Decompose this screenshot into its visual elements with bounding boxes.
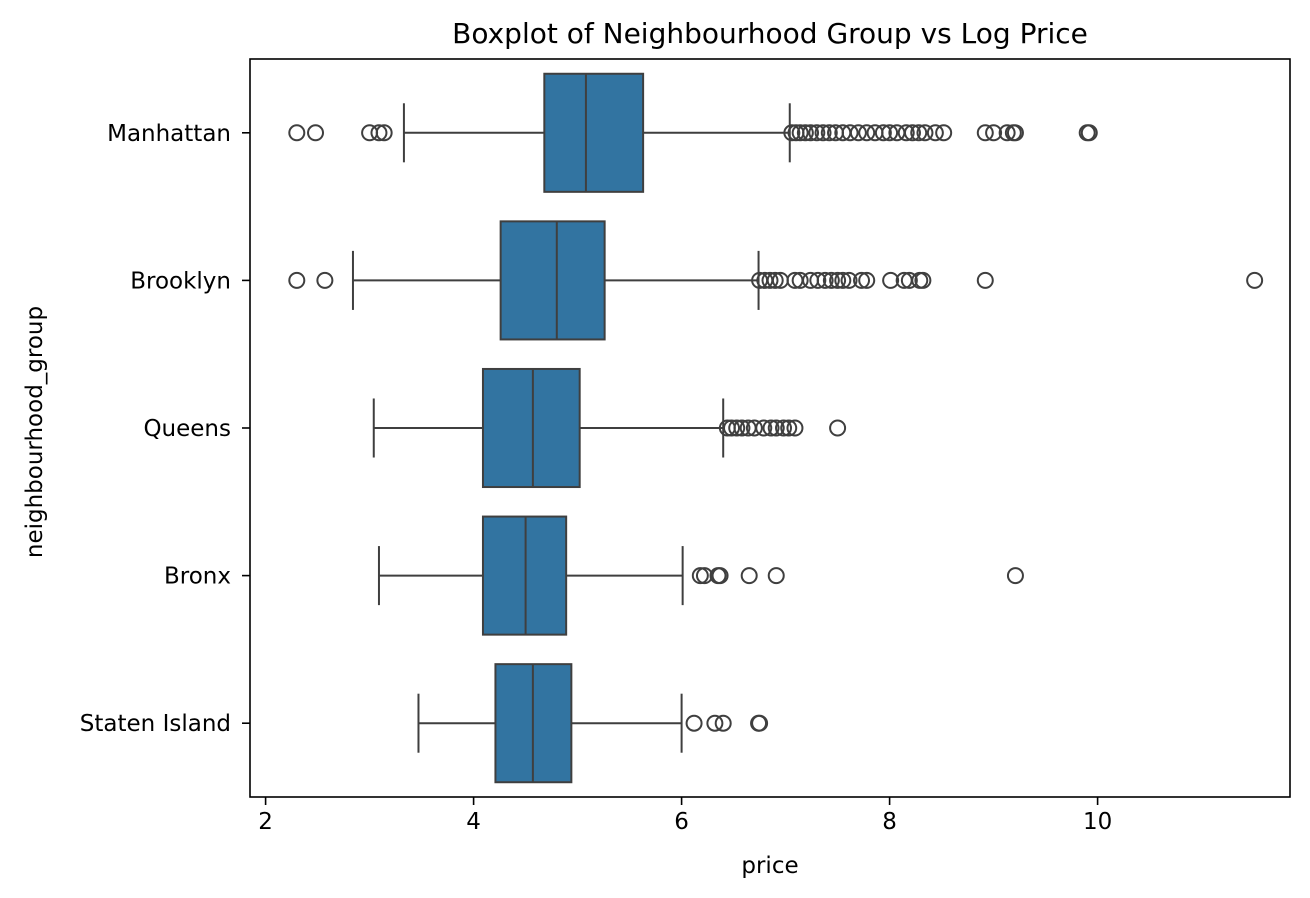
outlier-point [791,124,809,142]
outlier-point [882,271,900,289]
outlier-point [853,271,871,289]
x-tick-label: 4 [466,809,481,835]
box-group [288,220,1264,341]
outlier-point [841,124,859,142]
outlier-point [767,419,785,437]
outlier-point [766,271,784,289]
outlier-point [780,419,798,437]
outlier-point [375,124,393,142]
outlier-point [1080,124,1098,142]
x-axis: 2 4 6 8 10 [258,797,1112,835]
x-axis-label: price [741,853,798,879]
outlier-point [808,124,826,142]
outlier-point [822,271,840,289]
iqr-box [481,367,581,489]
outlier-point [874,124,892,142]
outlier-point [745,419,763,437]
box-group [377,515,1024,636]
outlier-point [751,714,769,732]
iqr-box [481,515,568,636]
outlier-point [307,124,325,142]
outlier-point [914,271,932,289]
outlier-point [714,714,732,732]
outlier-point [926,124,944,142]
outlier-point [775,419,793,437]
outlier-point [728,419,746,437]
outlier-point [976,124,994,142]
y-tick-label: Manhattan [107,121,231,147]
box-group [417,663,769,784]
outlier-point [903,124,921,142]
outlier-point [897,124,915,142]
outlier-point [816,271,834,289]
y-tick-label: Bronx [164,564,231,590]
iqr-box [543,72,645,193]
outlier-point [802,124,820,142]
outlier-point [288,271,306,289]
outlier-point [762,419,780,437]
outlier-point [791,271,809,289]
outlier-point [685,714,703,732]
y-axis: Manhattan Brooklyn Queens Bronx Staten Islan… [80,121,250,737]
x-tick-label: 10 [1083,809,1112,835]
box-group [288,72,1098,193]
x-tick-label: 8 [882,809,897,835]
outlier-point [935,124,953,142]
outlier-point [809,271,827,289]
x-tick-label: 6 [674,809,689,835]
outlier-point [733,419,751,437]
outlier-point [711,567,729,585]
y-tick-label: Brooklyn [130,268,231,294]
outlier-point [1006,567,1024,585]
outlier-point [288,124,306,142]
outlier-point [858,124,876,142]
chart-title: Boxplot of Neighbourhood Group vs Log Pr… [452,17,1088,50]
outlier-point [723,419,741,437]
outlier-point [755,419,773,437]
outlier-point [829,419,847,437]
outlier-point [814,124,832,142]
outlier-point [849,124,867,142]
outlier-point [910,124,928,142]
outlier-point [858,271,876,289]
y-tick-label: Queens [143,416,231,442]
outlier-point [786,419,804,437]
y-axis-label: neighbourhood_group [22,306,48,558]
outlier-point [796,124,814,142]
outlier-point [706,714,724,732]
outlier-point [829,271,847,289]
outlier-point [1246,271,1264,289]
outlier-point [783,124,801,142]
outlier-point [761,271,779,289]
x-tick-label: 2 [258,809,273,835]
outlier-point [740,567,758,585]
box-group [372,367,847,489]
outlier-point [998,124,1016,142]
outlier-point [840,271,858,289]
outlier-point [834,271,852,289]
outlier-point [976,271,994,289]
plot-area [288,72,1264,784]
outlier-point [691,567,709,585]
outlier-point [767,567,785,585]
y-tick-label: Staten Island [80,711,231,737]
outlier-point [881,124,899,142]
outlier-point [916,124,934,142]
outlier-point [985,124,1003,142]
outlier-point [316,271,334,289]
outlier-point [1006,124,1024,142]
outlier-point [370,124,388,142]
iqr-box [499,220,606,341]
outlier-point [900,271,918,289]
outlier-point [820,124,838,142]
